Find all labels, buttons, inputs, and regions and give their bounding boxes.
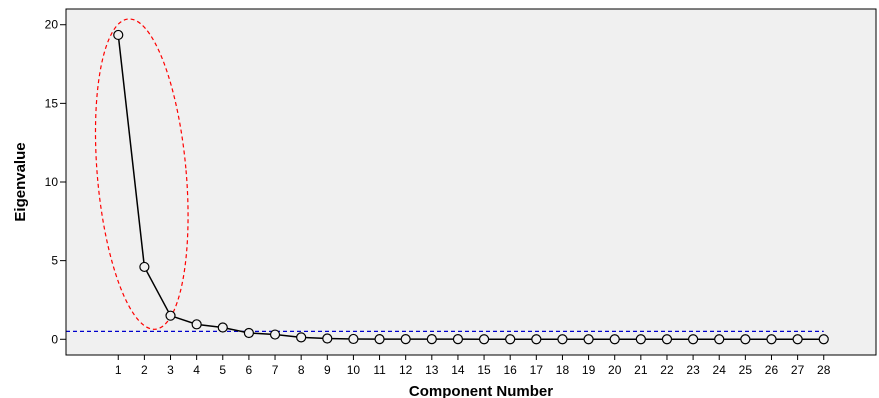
x-tick-label: 23 [686, 363, 700, 377]
data-point [243, 327, 255, 339]
data-point [113, 29, 124, 41]
data-point [818, 334, 829, 345]
data-point [296, 332, 307, 343]
x-tick-label: 21 [634, 363, 648, 377]
x-tick-label: 5 [219, 363, 226, 377]
data-point [661, 334, 673, 345]
data-point [609, 334, 620, 345]
x-tick-label: 19 [582, 363, 596, 377]
data-point [269, 329, 281, 340]
data-point [505, 334, 516, 345]
data-point [557, 334, 568, 345]
data-point [740, 334, 751, 345]
series-line [117, 34, 824, 341]
x-axis-title: Component Number [409, 383, 553, 398]
plot-area [65, 8, 877, 356]
x-tick-label: 6 [246, 363, 253, 377]
y-tick-label: 20 [45, 18, 59, 32]
data-point [531, 334, 542, 345]
data-point [583, 334, 594, 345]
x-tick-label: 28 [817, 363, 831, 377]
data-point [217, 322, 228, 333]
y-axis-title: Eigenvalue [12, 142, 29, 221]
x-tick-label: 11 [373, 363, 386, 377]
x-tick-label: 10 [347, 363, 361, 377]
x-tick-label: 25 [739, 363, 753, 377]
data-point [400, 334, 411, 345]
data-point [766, 334, 777, 345]
data-point [139, 261, 150, 273]
x-tick-label: 22 [660, 363, 674, 377]
y-tick-label: 5 [51, 254, 58, 268]
data-point [635, 334, 646, 345]
x-tick-label: 17 [530, 363, 544, 377]
data-point [426, 334, 437, 345]
y-tick-label: 10 [45, 175, 59, 189]
x-tick-label: 24 [713, 363, 727, 377]
data-point [687, 334, 699, 345]
data-point [374, 334, 385, 345]
x-tick-label: 4 [193, 363, 200, 377]
x-tick-label: 20 [608, 363, 622, 377]
x-tick-label: 2 [141, 363, 148, 377]
x-tick-label: 13 [425, 363, 439, 377]
x-tick-label: 26 [765, 363, 779, 377]
x-tick-label: 14 [451, 363, 465, 377]
x-tick-label: 15 [477, 363, 491, 377]
highlight-ellipse [94, 18, 189, 330]
y-tick-label: 0 [51, 332, 58, 346]
data-point [322, 333, 333, 344]
data-point [792, 334, 803, 345]
data-point [165, 310, 176, 321]
data-point [714, 334, 725, 345]
data-point [191, 319, 202, 330]
y-tick-label: 15 [45, 96, 59, 110]
x-tick-label: 16 [504, 363, 518, 377]
x-tick-label: 8 [298, 363, 305, 377]
x-tick-label: 7 [272, 363, 279, 377]
data-point [452, 334, 464, 345]
x-tick-label: 9 [324, 363, 331, 377]
data-point [348, 333, 359, 345]
x-tick-label: 1 [115, 363, 122, 377]
x-tick-label: 3 [167, 363, 174, 377]
data-point [478, 334, 490, 345]
x-tick-label: 27 [791, 363, 805, 377]
x-tick-label: 12 [399, 363, 413, 377]
x-tick-label: 18 [556, 363, 570, 377]
